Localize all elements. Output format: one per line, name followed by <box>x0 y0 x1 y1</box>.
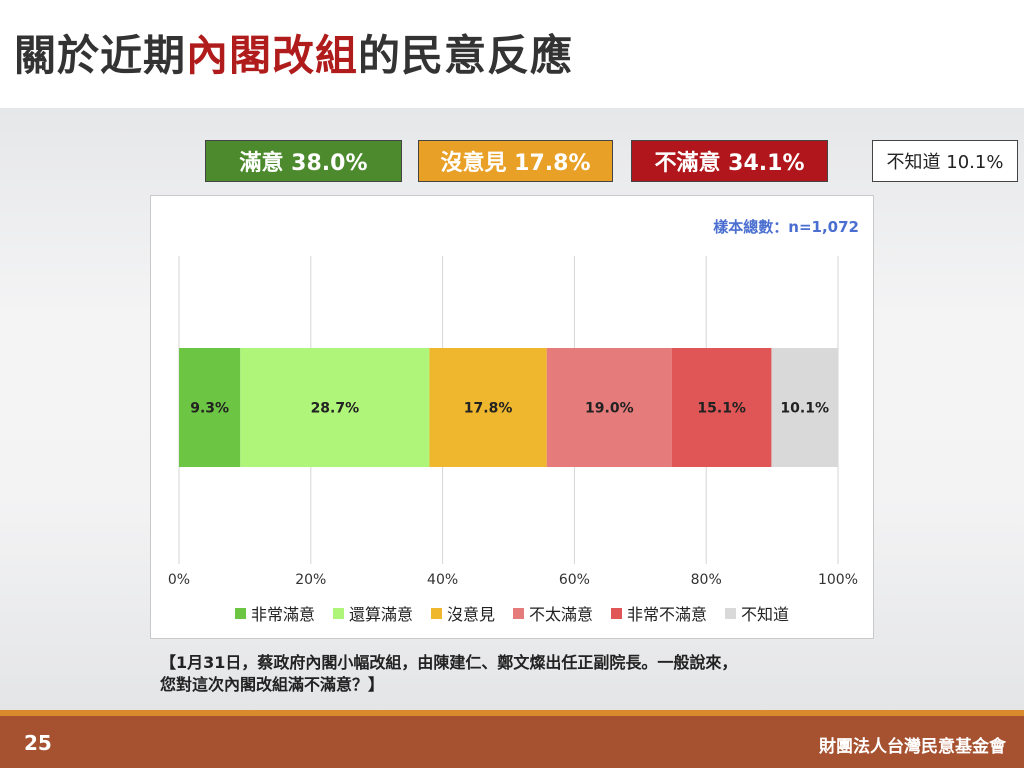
legend-swatch <box>430 607 442 619</box>
x-tick-label: 0% <box>168 572 190 588</box>
bar-segment <box>240 348 430 467</box>
page-title: 關於近期內閣改組的民意反應 <box>14 22 573 83</box>
legend-label: 非常不滿意 <box>627 605 708 624</box>
x-tick-label: 100% <box>818 572 858 588</box>
bar-segment <box>671 348 772 467</box>
title-part2: 的民意反應 <box>358 31 574 80</box>
legend-swatch <box>513 607 524 619</box>
data-label: 9.3% <box>190 401 229 417</box>
bar-segment <box>179 348 241 467</box>
data-label: 17.8% <box>464 401 513 417</box>
data-label: 28.7% <box>311 401 360 417</box>
title-highlight: 內閣改組 <box>186 31 359 80</box>
legend-label: 沒意見 <box>446 605 495 624</box>
legend-label: 不太滿意 <box>529 605 594 624</box>
legend-swatch <box>234 607 246 619</box>
legend-entry: 還算滿意 <box>332 601 413 625</box>
stacked-bar-chart: 0% 20% 40% 60% 80% 100% 9.3% 28.7% 17.8% 19.0% 15.… <box>168 256 858 588</box>
question-line-2: 您對這次內閣改組滿不滿意？】 <box>160 675 385 694</box>
summary-dissatisfied: 不滿意 34.1% <box>631 140 828 182</box>
legend-entry: 不太滿意 <box>513 601 593 625</box>
legend-swatch <box>332 607 344 619</box>
data-label: 15.1% <box>697 401 746 417</box>
page-number: 25 <box>24 731 52 755</box>
bar-segment <box>771 348 838 467</box>
x-tick-label: 40% <box>427 572 458 588</box>
x-tick-label: 80% <box>691 572 722 588</box>
summary-satisfied: 滿意 38.0% <box>205 140 402 182</box>
legend-label: 還算滿意 <box>348 605 413 624</box>
organization-name: 財團法人台灣民意基金會 <box>819 737 1006 757</box>
legend-label: 不知道 <box>741 605 790 624</box>
x-tick-label: 20% <box>295 572 326 588</box>
question-line-1: 【1月31日，蔡政府內閣小幅改組，由陳建仁、鄭文燦出任正副院長。一般說來， <box>160 653 738 672</box>
x-tick-label: 60% <box>559 572 590 588</box>
title-part1: 關於近期 <box>14 31 187 80</box>
chart-container: 0% 20% 40% 60% 80% 100% 9.3% 28.7% 17.8% 19.0% 15.… <box>150 195 874 639</box>
legend-swatch <box>725 607 737 619</box>
legend-swatch <box>611 607 623 619</box>
legend-entry: 非常滿意 <box>234 601 315 625</box>
summary-unknown: 不知道 10.1% <box>872 140 1018 182</box>
data-label: 19.0% <box>585 401 634 417</box>
footer-accent-line <box>0 710 1024 716</box>
data-label: 10.1% <box>780 401 829 417</box>
legend-entry: 非常不滿意 <box>611 601 707 625</box>
legend-label: 非常滿意 <box>250 605 315 624</box>
survey-question: 【1月31日，蔡政府內閣小幅改組，由陳建仁、鄭文燦出任正副院長。一般說來， 您對… <box>160 652 880 696</box>
bar-segment <box>429 348 547 467</box>
footer-bar: 25 財團法人台灣民意基金會 <box>0 716 1024 768</box>
summary-no-opinion: 沒意見 17.8% <box>418 140 613 182</box>
sample-size-label: 樣本總數：n=1,072 <box>713 218 859 236</box>
bar-segment <box>546 348 672 467</box>
legend-entry: 沒意見 <box>430 601 495 625</box>
legend-entry: 不知道 <box>725 601 789 625</box>
chart-legend: 非常滿意 還算滿意 沒意見 不太滿意 非常不滿意 不知道 <box>151 601 873 625</box>
